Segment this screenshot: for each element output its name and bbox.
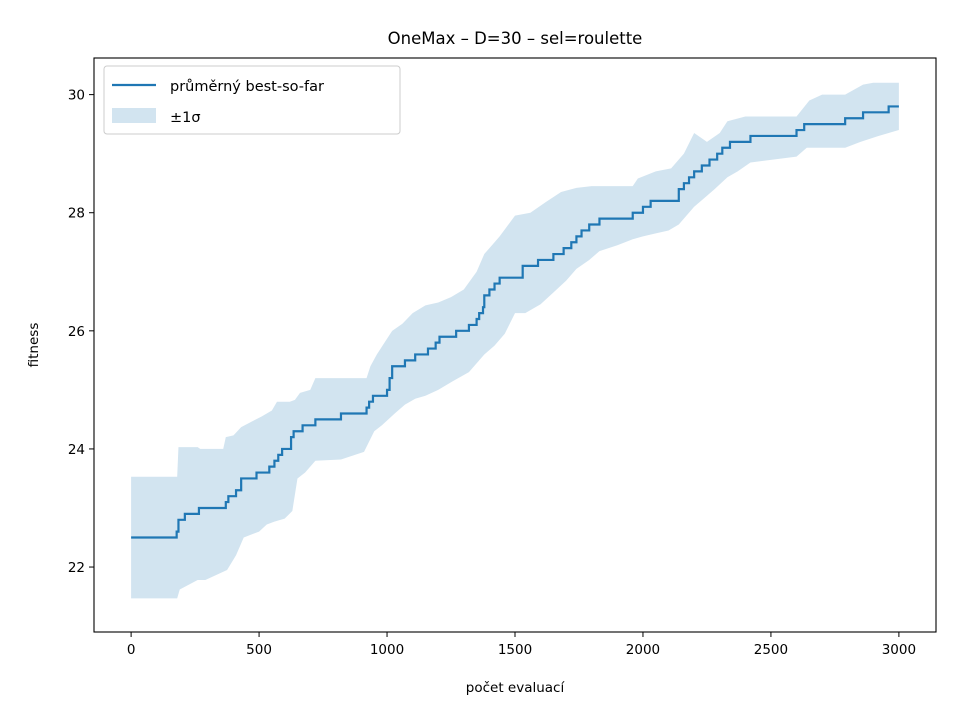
legend-label-mean: průměrný best-so-far <box>170 79 324 95</box>
y-axis-ticks: 22 24 26 28 30 <box>68 88 94 576</box>
sigma-band-layer <box>131 82 899 599</box>
x-tick-label: 500 <box>246 642 272 658</box>
x-axis-label: počet evaluací <box>466 680 566 696</box>
x-tick-label: 0 <box>127 642 136 658</box>
sigma-band <box>131 82 899 599</box>
y-tick-label: 30 <box>68 88 85 104</box>
y-tick-label: 26 <box>68 324 85 340</box>
y-tick-label: 24 <box>68 442 85 458</box>
legend: průměrný best-so-far ±1σ <box>103 65 401 135</box>
chart-title: OneMax – D=30 – sel=roulette <box>388 29 643 48</box>
series-line-mean-best-so-far <box>131 105 899 539</box>
x-axis-ticks: 0 500 1000 1500 2000 2500 3000 <box>127 632 916 658</box>
x-tick-label: 3000 <box>882 642 916 658</box>
legend-box <box>103 65 401 135</box>
y-axis-label: fitness <box>26 323 42 368</box>
y-tick-label: 28 <box>68 206 85 222</box>
legend-band-swatch <box>112 108 156 123</box>
legend-label-band: ±1σ <box>170 110 201 126</box>
x-tick-label: 2500 <box>754 642 788 658</box>
x-tick-label: 1500 <box>498 642 532 658</box>
x-tick-label: 2000 <box>626 642 660 658</box>
x-tick-label: 1000 <box>370 642 404 658</box>
mean-line-layer <box>131 105 899 539</box>
y-tick-label: 22 <box>68 560 85 576</box>
